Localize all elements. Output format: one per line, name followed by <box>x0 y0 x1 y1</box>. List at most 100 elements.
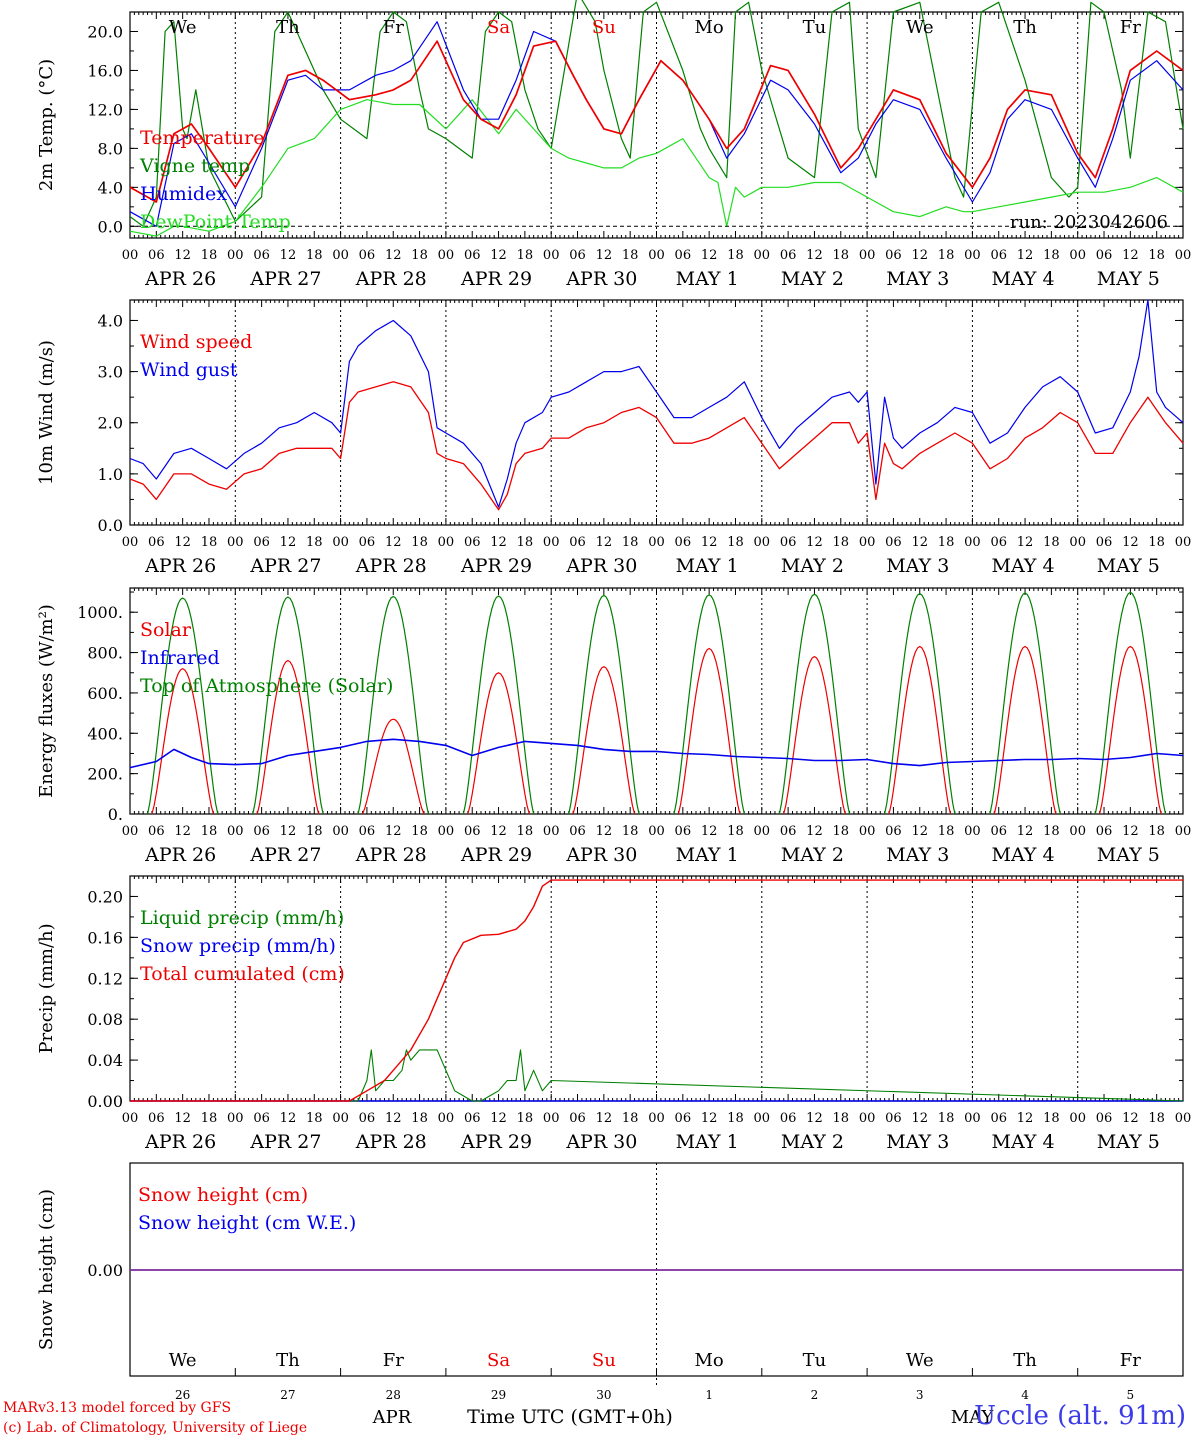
date-label: MAY 5 <box>1097 268 1160 290</box>
hour-label: 06 <box>885 248 902 263</box>
hour-label: 00 <box>964 1111 981 1126</box>
day-name-label: Fr <box>1120 17 1141 38</box>
hour-label: 18 <box>517 824 534 839</box>
bottom-day-name: Su <box>592 1350 616 1371</box>
vigne-temp-line <box>129 0 1184 227</box>
bottom-day-number: 4 <box>1021 1388 1029 1402</box>
hour-label: 00 <box>543 248 560 263</box>
date-label: APR 26 <box>144 268 216 290</box>
bottom-day-name: Fr <box>1120 1350 1141 1371</box>
hour-label: 18 <box>938 248 955 263</box>
hour-label: 00 <box>859 824 876 839</box>
hour-label: 18 <box>306 535 323 550</box>
hour-label: 00 <box>543 824 560 839</box>
hour-label: 18 <box>1043 248 1060 263</box>
bottom-day-name: Tu <box>803 1350 827 1371</box>
bottom-day-number: 2 <box>811 1388 819 1402</box>
hour-label: 00 <box>122 1111 139 1126</box>
hour-label: 18 <box>1148 824 1165 839</box>
solar-line <box>1099 645 1162 815</box>
hour-label: 18 <box>201 1111 218 1126</box>
bottom-day-name: Mo <box>695 1350 724 1371</box>
bottom-day-name: Th <box>276 1350 300 1371</box>
legend-entry: Humidex <box>140 183 227 205</box>
hour-label: 18 <box>306 248 323 263</box>
hour-label: 12 <box>280 1111 297 1126</box>
panel-frame <box>129 11 1184 239</box>
y-tick-label: 0.00 <box>87 1092 123 1111</box>
hour-label: 06 <box>1096 1111 1113 1126</box>
date-label: MAY 1 <box>676 1131 739 1153</box>
hour-label: 06 <box>148 535 165 550</box>
hour-label: 00 <box>754 535 771 550</box>
footer-credit-line: (c) Lab. of Climatology, University of L… <box>3 1420 308 1436</box>
hour-label: 12 <box>701 248 718 263</box>
hour-label: 06 <box>464 824 481 839</box>
y-tick-label: 0.0 <box>98 217 123 236</box>
hour-label: 06 <box>359 248 376 263</box>
hour-label: 06 <box>359 824 376 839</box>
hour-label: 00 <box>227 824 244 839</box>
day-name-label: Tu <box>803 17 827 38</box>
hour-label: 00 <box>1175 535 1192 550</box>
bottom-day-number: 3 <box>916 1388 924 1402</box>
y-tick-label: 600. <box>87 684 123 703</box>
legend-entry: Infrared <box>140 647 220 669</box>
hour-label: 06 <box>148 1111 165 1126</box>
bottom-day-number: 28 <box>386 1388 401 1402</box>
hour-label: 00 <box>332 1111 349 1126</box>
hour-label: 12 <box>1017 824 1034 839</box>
y-axis-label: Energy fluxes (W/m²) <box>36 604 57 798</box>
legend-entry: DewPoint Temp <box>140 211 291 233</box>
date-label: APR 30 <box>565 1131 637 1153</box>
hour-label: 06 <box>569 248 586 263</box>
hour-label: 12 <box>490 535 507 550</box>
toa-solar-line <box>462 595 535 815</box>
hour-label: 00 <box>1069 1111 1086 1126</box>
run-annotation: run: 2023042606 <box>1010 212 1168 233</box>
date-label: MAY 2 <box>781 1131 844 1153</box>
hour-label: 06 <box>990 824 1007 839</box>
hour-label: 06 <box>780 1111 797 1126</box>
y-tick-label: 800. <box>87 644 123 663</box>
hour-label: 00 <box>438 1111 455 1126</box>
hour-label: 06 <box>569 535 586 550</box>
date-label: APR 27 <box>249 555 321 577</box>
hour-label: 00 <box>859 1111 876 1126</box>
legend-entry: Solar <box>140 619 192 641</box>
date-label: MAY 5 <box>1097 844 1160 866</box>
hour-label: 18 <box>1148 535 1165 550</box>
date-label: APR 27 <box>249 844 321 866</box>
hour-label: 00 <box>964 535 981 550</box>
hour-label: 18 <box>517 1111 534 1126</box>
bottom-day-name: We <box>906 1350 934 1371</box>
solar-line <box>888 645 952 815</box>
date-label: APR 27 <box>249 268 321 290</box>
date-label: APR 29 <box>460 268 532 290</box>
hour-label: 12 <box>280 824 297 839</box>
hour-label: 00 <box>1069 248 1086 263</box>
y-tick-label: 4.0 <box>98 178 123 197</box>
hour-label: 12 <box>806 1111 823 1126</box>
legend-entry: Snow precip (mm/h) <box>140 935 336 957</box>
date-label: MAY 4 <box>992 844 1055 866</box>
hour-label: 00 <box>332 535 349 550</box>
month-label: APR <box>372 1407 412 1428</box>
hour-label: 12 <box>280 248 297 263</box>
y-tick-label: 4.0 <box>98 311 123 330</box>
date-label: MAY 2 <box>781 268 844 290</box>
hour-label: 18 <box>622 248 639 263</box>
hour-label: 18 <box>833 535 850 550</box>
hour-label: 00 <box>332 248 349 263</box>
day-name-label: Sa <box>487 17 510 38</box>
solar-line <box>677 647 741 815</box>
date-label: MAY 5 <box>1097 555 1160 577</box>
hour-label: 18 <box>517 248 534 263</box>
hour-label: 00 <box>543 1111 560 1126</box>
station-name: Uccle (alt. 91m) <box>974 1401 1186 1431</box>
y-tick-label: 1.0 <box>98 465 123 484</box>
hour-label: 18 <box>938 535 955 550</box>
hour-label: 18 <box>411 1111 428 1126</box>
hour-label: 18 <box>201 824 218 839</box>
solar-line <box>467 672 530 815</box>
